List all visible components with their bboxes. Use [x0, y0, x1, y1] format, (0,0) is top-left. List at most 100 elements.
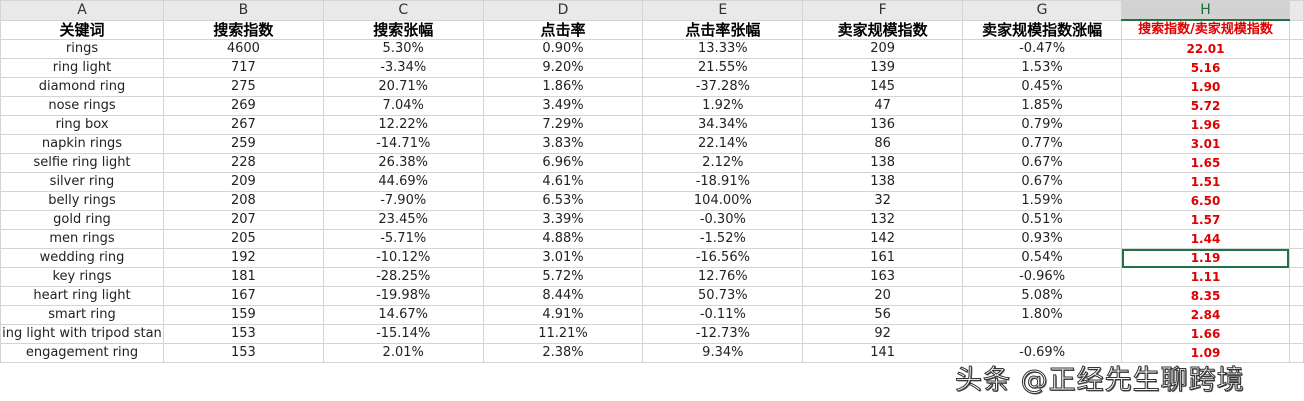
cell-E[interactable]: 2.12% [642, 153, 804, 173]
cell-D[interactable]: 6.96% [482, 153, 644, 173]
cell-B[interactable]: 208 [162, 191, 324, 211]
cell-blank[interactable] [1288, 191, 1304, 211]
cell-G[interactable]: 1.80% [962, 305, 1123, 325]
cell-A[interactable]: diamond ring [0, 77, 164, 97]
cell-C[interactable]: 5.30% [322, 39, 484, 59]
cell-B[interactable]: 205 [162, 229, 324, 249]
header-cell[interactable]: 卖家规模指数 [802, 19, 964, 40]
cell-B[interactable]: 159 [162, 305, 324, 325]
cell-H[interactable]: 1.57 [1121, 210, 1290, 230]
column-header-blank[interactable] [1288, 0, 1304, 21]
cell-H[interactable]: 1.90 [1121, 77, 1290, 97]
cell-blank[interactable] [1288, 210, 1304, 230]
cell-C[interactable]: 2.01% [322, 343, 484, 363]
cell-B[interactable]: 259 [162, 134, 324, 154]
cell-F[interactable]: 32 [802, 191, 964, 211]
cell-E[interactable]: 21.55% [642, 58, 804, 78]
cell-C[interactable]: -3.34% [322, 58, 484, 78]
cell-E[interactable]: 34.34% [642, 115, 804, 135]
header-cell[interactable]: 点击率 [482, 19, 644, 40]
cell-D[interactable]: 9.20% [482, 58, 644, 78]
header-cell[interactable]: 搜索指数 [162, 19, 324, 40]
cell-C[interactable]: -28.25% [322, 267, 484, 287]
cell-C[interactable]: -10.12% [322, 248, 484, 268]
cell-G[interactable]: 0.67% [962, 172, 1123, 192]
cell-F[interactable]: 132 [802, 210, 964, 230]
cell-A[interactable]: heart ring light [0, 286, 164, 306]
cell-H[interactable]: 1.19 [1121, 248, 1290, 268]
cell-B[interactable]: 228 [162, 153, 324, 173]
cell-A[interactable]: gold ring [0, 210, 164, 230]
cell-E[interactable]: -12.73% [642, 324, 804, 344]
cell-C[interactable]: 12.22% [322, 115, 484, 135]
cell-D[interactable]: 1.86% [482, 77, 644, 97]
cell-B[interactable]: 717 [162, 58, 324, 78]
cell-A[interactable]: belly rings [0, 191, 164, 211]
cell-A[interactable]: smart ring [0, 305, 164, 325]
cell-D[interactable]: 0.90% [482, 39, 644, 59]
header-cell[interactable]: 搜索指数/卖家规模指数 [1121, 19, 1290, 40]
cell-A[interactable]: ring box [0, 115, 164, 135]
cell-D[interactable]: 4.88% [482, 229, 644, 249]
column-header-A[interactable]: A [0, 0, 164, 21]
cell-B[interactable]: 181 [162, 267, 324, 287]
cell-G[interactable]: 0.79% [962, 115, 1123, 135]
column-header-C[interactable]: C [322, 0, 484, 21]
cell-G[interactable]: 0.67% [962, 153, 1123, 173]
cell-H[interactable]: 22.01 [1121, 39, 1290, 59]
cell-C[interactable]: 7.04% [322, 96, 484, 116]
cell-C[interactable]: 26.38% [322, 153, 484, 173]
cell-G[interactable]: 1.59% [962, 191, 1123, 211]
cell-A[interactable]: selfie ring light [0, 153, 164, 173]
cell-E[interactable]: 9.34% [642, 343, 804, 363]
cell-B[interactable]: 275 [162, 77, 324, 97]
cell-B[interactable]: 267 [162, 115, 324, 135]
cell-A[interactable]: key rings [0, 267, 164, 287]
cell-B[interactable]: 153 [162, 343, 324, 363]
cell-H[interactable]: 3.01 [1121, 134, 1290, 154]
cell-H[interactable]: 1.96 [1121, 115, 1290, 135]
cell-F[interactable]: 161 [802, 248, 964, 268]
cell-D[interactable]: 8.44% [482, 286, 644, 306]
cell-G[interactable]: 1.85% [962, 96, 1123, 116]
cell-A[interactable]: engagement ring [0, 343, 164, 363]
cell-E[interactable]: 104.00% [642, 191, 804, 211]
cell-B[interactable]: 269 [162, 96, 324, 116]
cell-H[interactable]: 1.09 [1121, 343, 1290, 363]
cell-A[interactable]: rings [0, 39, 164, 59]
cell-blank[interactable] [1288, 229, 1304, 249]
cell-blank[interactable] [1288, 343, 1304, 363]
cell-C[interactable]: -14.71% [322, 134, 484, 154]
cell-H[interactable]: 1.11 [1121, 267, 1290, 287]
cell-F[interactable]: 20 [802, 286, 964, 306]
cell-blank[interactable] [1288, 96, 1304, 116]
cell-C[interactable]: -7.90% [322, 191, 484, 211]
cell-blank[interactable] [1288, 172, 1304, 192]
cell-H[interactable]: 1.51 [1121, 172, 1290, 192]
cell-B[interactable]: 153 [162, 324, 324, 344]
cell-A[interactable]: men rings [0, 229, 164, 249]
cell-B[interactable]: 167 [162, 286, 324, 306]
cell-E[interactable]: -1.52% [642, 229, 804, 249]
cell-B[interactable]: 4600 [162, 39, 324, 59]
cell-blank[interactable] [1288, 153, 1304, 173]
cell-D[interactable]: 3.01% [482, 248, 644, 268]
cell-B[interactable]: 207 [162, 210, 324, 230]
cell-H[interactable]: 1.44 [1121, 229, 1290, 249]
cell-E[interactable]: 22.14% [642, 134, 804, 154]
cell-H[interactable]: 1.66 [1121, 324, 1290, 344]
cell-C[interactable]: 44.69% [322, 172, 484, 192]
cell-F[interactable]: 47 [802, 96, 964, 116]
cell-G[interactable]: 1.53% [962, 58, 1123, 78]
cell-D[interactable]: 3.49% [482, 96, 644, 116]
cell-blank[interactable] [1288, 58, 1304, 78]
cell-blank[interactable] [1288, 19, 1304, 40]
cell-C[interactable]: 23.45% [322, 210, 484, 230]
cell-F[interactable]: 138 [802, 172, 964, 192]
cell-D[interactable]: 4.91% [482, 305, 644, 325]
header-cell[interactable]: 关键词 [0, 19, 164, 40]
cell-H[interactable]: 5.16 [1121, 58, 1290, 78]
column-header-D[interactable]: D [482, 0, 644, 21]
column-header-B[interactable]: B [162, 0, 324, 21]
